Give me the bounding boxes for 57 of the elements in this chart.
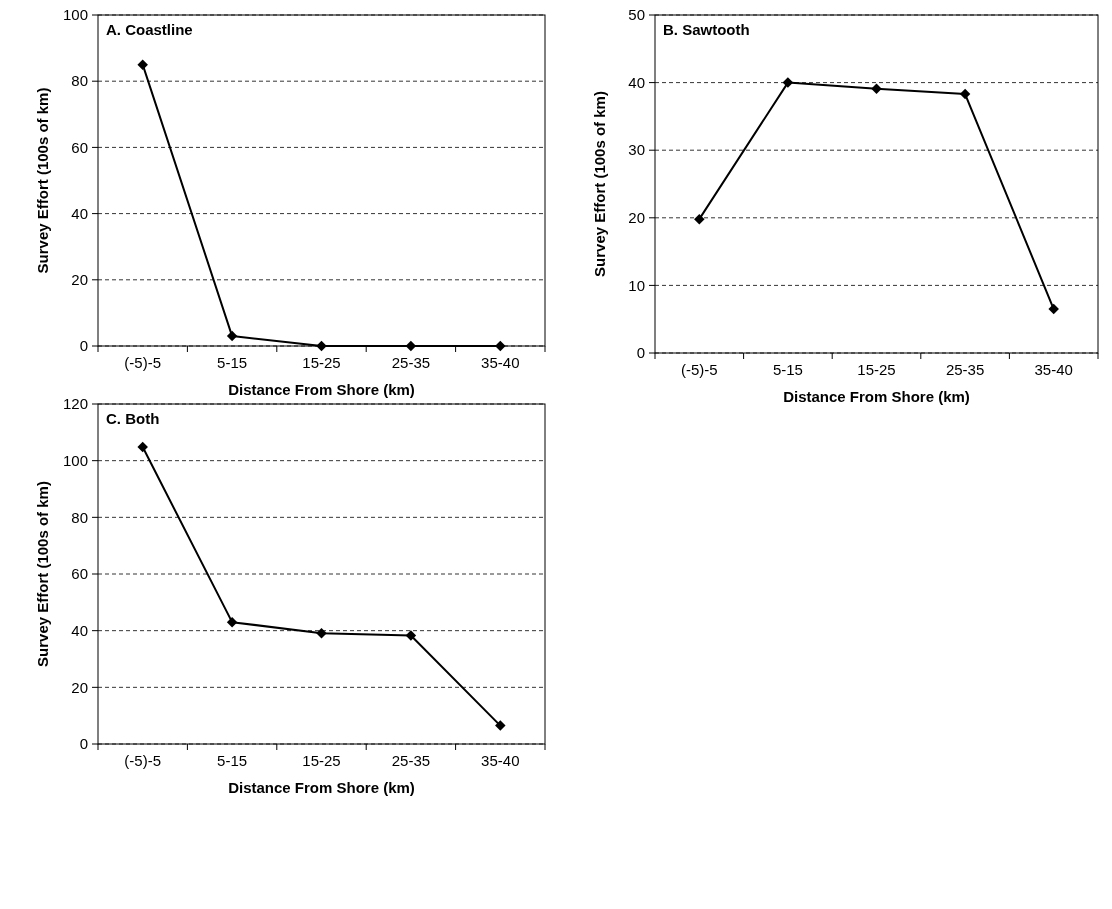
point: [871, 83, 882, 94]
x-tick-label: 5-15: [217, 354, 248, 371]
y-tick-label: 60: [71, 565, 88, 583]
point: [495, 340, 506, 352]
x-tick-label: 35-40: [1034, 361, 1073, 378]
x-tick-label: 25-35: [391, 354, 431, 371]
x-axis-title: Distance From Shore (km): [783, 388, 970, 405]
x-tick-label: 15-25: [302, 354, 341, 371]
y-tick-label: 100: [62, 6, 88, 24]
y-tick-label: 120: [62, 395, 88, 413]
point: [316, 627, 327, 639]
x-tick-label: (-5)-5: [124, 354, 162, 371]
y-tick-label: 60: [71, 138, 88, 156]
point: [226, 616, 238, 628]
point: [137, 441, 148, 453]
y-tick-label: 100: [62, 451, 88, 469]
y-tick-label: 20: [71, 678, 88, 696]
y-tick-label: 20: [71, 271, 88, 289]
y-tick-label: 0: [79, 735, 88, 753]
annotation: C. Both: [106, 410, 160, 427]
point: [316, 340, 327, 352]
x-tick-label: 5-15: [772, 361, 803, 378]
y-tick-label: 80: [71, 72, 88, 90]
x-tick-label: (-5)-5: [680, 361, 718, 378]
point: [405, 630, 417, 641]
y-axis-title: Survey Effort (100s of km): [34, 481, 52, 667]
point: [694, 213, 705, 225]
y-tick-label: 40: [71, 621, 88, 639]
y-axis-title: Survey Effort (100s of km): [591, 91, 609, 277]
annotation: B. Sawtooth: [663, 21, 750, 38]
x-axis-title: Distance From Shore (km): [228, 381, 415, 398]
x-tick-label: 15-25: [302, 752, 341, 769]
point: [226, 330, 238, 342]
y-tick-label: 30: [628, 141, 645, 159]
y-tick-label: 40: [71, 204, 88, 222]
y-tick-label: 40: [628, 73, 645, 91]
y-tick-label: 50: [628, 6, 645, 24]
y-tick-label: 20: [628, 209, 645, 227]
x-tick-label: (-5)-5: [124, 752, 162, 769]
x-tick-label: 25-35: [391, 752, 431, 769]
y-axis-title: Survey Effort (100s of km): [34, 87, 52, 274]
point: [137, 59, 148, 70]
point: [1048, 303, 1059, 315]
point: [959, 88, 971, 100]
x-tick-label: 35-40: [481, 354, 520, 371]
x-tick-label: 35-40: [481, 752, 520, 769]
point: [495, 720, 506, 731]
point: [782, 77, 794, 88]
x-tick-label: 15-25: [857, 361, 896, 378]
y-tick-label: 80: [71, 508, 88, 526]
x-tick-label: 5-15: [217, 752, 248, 769]
x-tick-label: 25-35: [945, 361, 985, 378]
annotation: A. Coastline: [106, 21, 193, 38]
y-tick-label: 0: [79, 337, 88, 355]
x-axis-title: Distance From Shore (km): [228, 779, 415, 796]
y-tick-label: 0: [636, 344, 645, 362]
y-tick-label: 10: [628, 276, 645, 294]
